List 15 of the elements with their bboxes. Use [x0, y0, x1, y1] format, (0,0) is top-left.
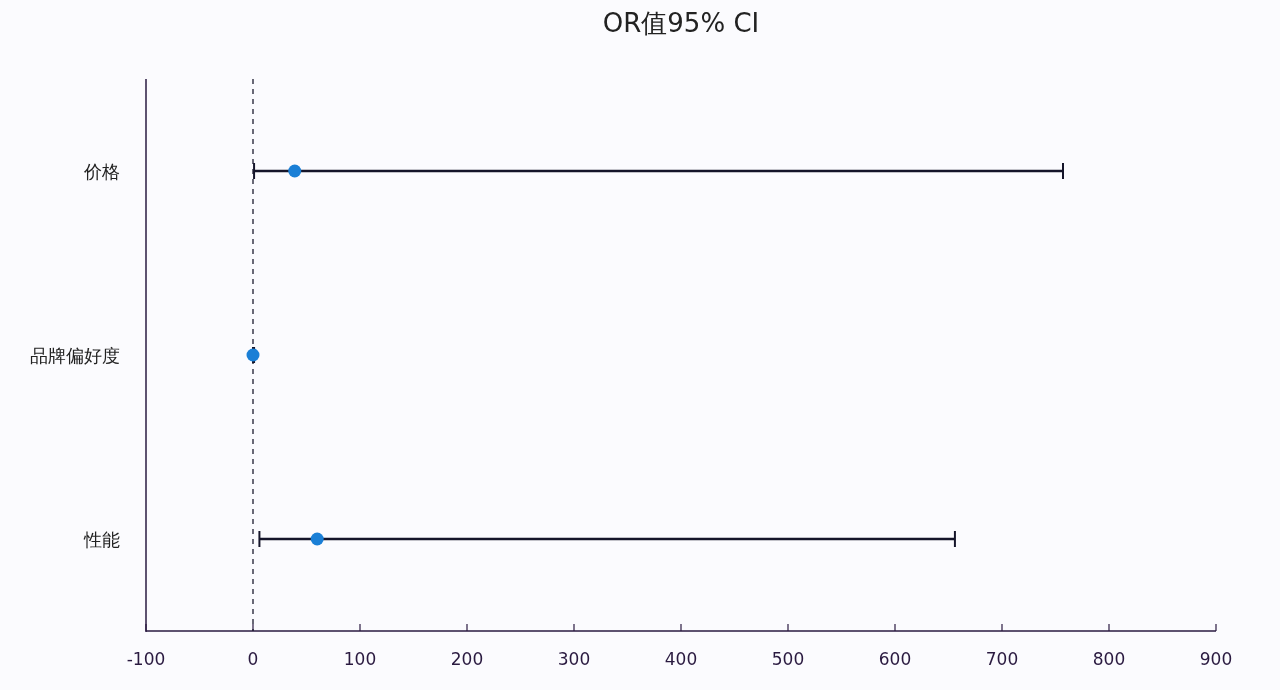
x-tick-label: 600: [878, 649, 912, 669]
x-tick-label: -100: [126, 649, 166, 669]
x-tick-label: 400: [664, 649, 698, 669]
x-tick-label: 900: [1199, 649, 1233, 669]
x-tick-label: 700: [985, 649, 1019, 669]
x-tick-label: 0: [247, 649, 259, 669]
chart-title: OR值95% CI: [602, 8, 760, 38]
x-tick-label: 100: [343, 649, 377, 669]
x-tick-label: 800: [1092, 649, 1126, 669]
y-tick-label: 品牌偏好度: [30, 345, 120, 366]
x-tick-label: 200: [450, 649, 484, 669]
x-tick-label: 500: [771, 649, 805, 669]
y-tick-label: 性能: [83, 529, 120, 550]
y-tick-label: 价格: [83, 161, 120, 182]
x-tick-label: 300: [557, 649, 591, 669]
